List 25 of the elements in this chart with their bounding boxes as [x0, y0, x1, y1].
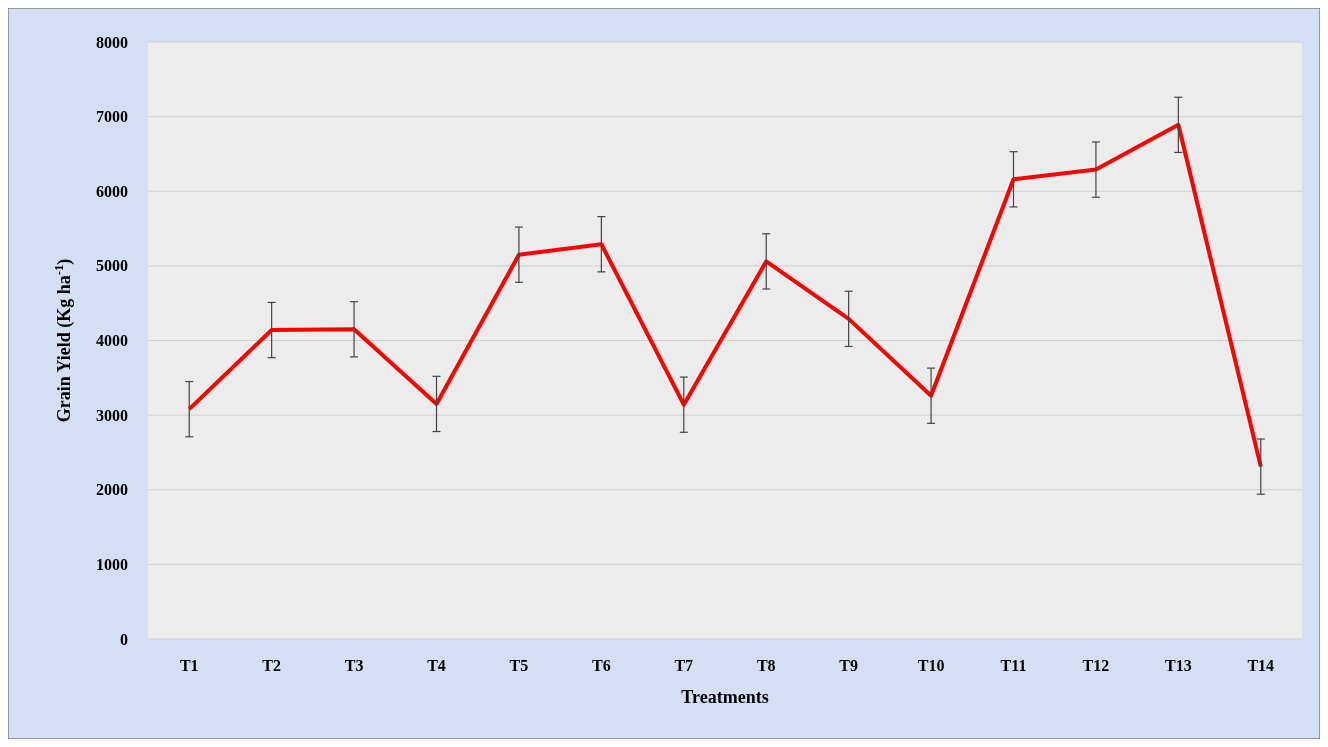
y-tick-label: 1000 [96, 555, 128, 573]
y-tick-label: 5000 [96, 257, 128, 275]
y-tick-label: 8000 [96, 33, 128, 51]
y-tick-label: 3000 [96, 406, 128, 424]
x-tick-label: T14 [1247, 657, 1275, 674]
x-tick-label: T5 [509, 657, 529, 674]
y-tick-label: 7000 [96, 108, 128, 126]
x-axis-title: Treatments [681, 687, 769, 707]
y-tick-label: 0 [120, 630, 128, 648]
x-tick-label: T6 [592, 657, 611, 674]
x-tick-label: T11 [1000, 657, 1027, 674]
x-tick-label: T9 [839, 657, 858, 674]
y-tick-label: 4000 [96, 332, 128, 350]
y-tick-label: 2000 [96, 481, 128, 499]
x-tick-label: T1 [179, 657, 199, 674]
x-tick-label: T12 [1082, 657, 1110, 674]
line-series [187, 122, 1263, 469]
x-tick-label: T10 [917, 657, 945, 674]
x-tick-label: T13 [1165, 657, 1192, 674]
x-tick-label: T7 [674, 657, 694, 674]
y-tick-label: 6000 [96, 182, 128, 200]
x-tick-label: T8 [756, 657, 776, 674]
x-tick-label: T3 [344, 657, 364, 674]
x-tick-label: T2 [262, 657, 281, 674]
x-tick-label: T4 [427, 657, 446, 674]
